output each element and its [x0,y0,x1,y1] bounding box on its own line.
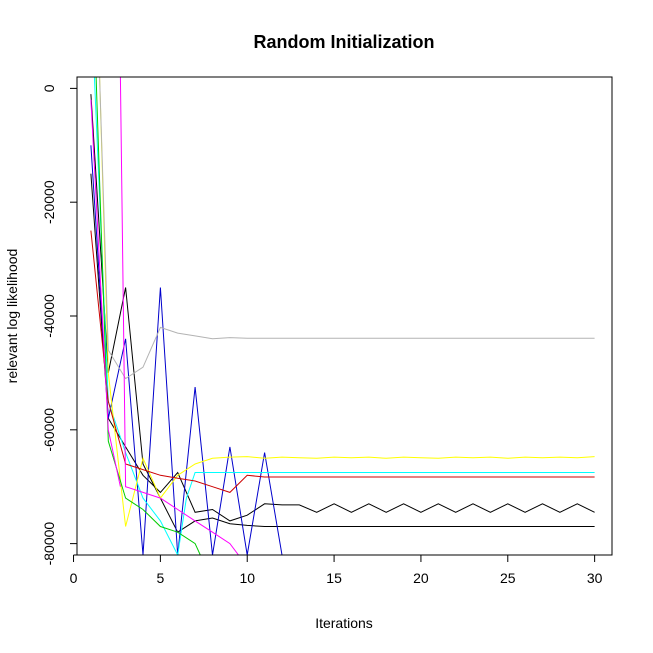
series-line-6 [90,230,595,493]
x-tick-label: 0 [70,570,78,586]
y-axis-label: relevant log likelihood [4,249,20,384]
series-line-7 [95,77,201,555]
series-line-10 [90,99,121,487]
y-tick-label: -40000 [41,294,57,338]
chart-title: Random Initialization [253,32,434,52]
series-line-9 [119,77,239,555]
x-tick-label: 10 [239,570,255,586]
series-line-8 [99,77,595,380]
y-axis: 0 -20000 -40000 -60000 -80000 [41,84,78,566]
series-line-2 [90,173,595,522]
series-line-3 [90,145,283,555]
series-line-1 [90,94,595,533]
series-line-5 [99,77,595,527]
plot-frame [76,76,613,556]
series-line-4 [93,77,595,555]
y-tick-label: -80000 [41,522,57,566]
x-axis-label: Iterations [315,615,373,631]
y-tick-label: 0 [41,84,57,92]
x-tick-label: 30 [587,570,603,586]
x-tick-label: 5 [156,570,164,586]
y-tick-label: -60000 [41,408,57,452]
x-axis: 0 5 10 15 20 25 30 [70,554,603,586]
series-layer [90,77,595,555]
x-tick-label: 15 [326,570,342,586]
y-tick-label: -20000 [41,180,57,224]
x-tick-label: 20 [413,570,429,586]
x-tick-label: 25 [500,570,516,586]
